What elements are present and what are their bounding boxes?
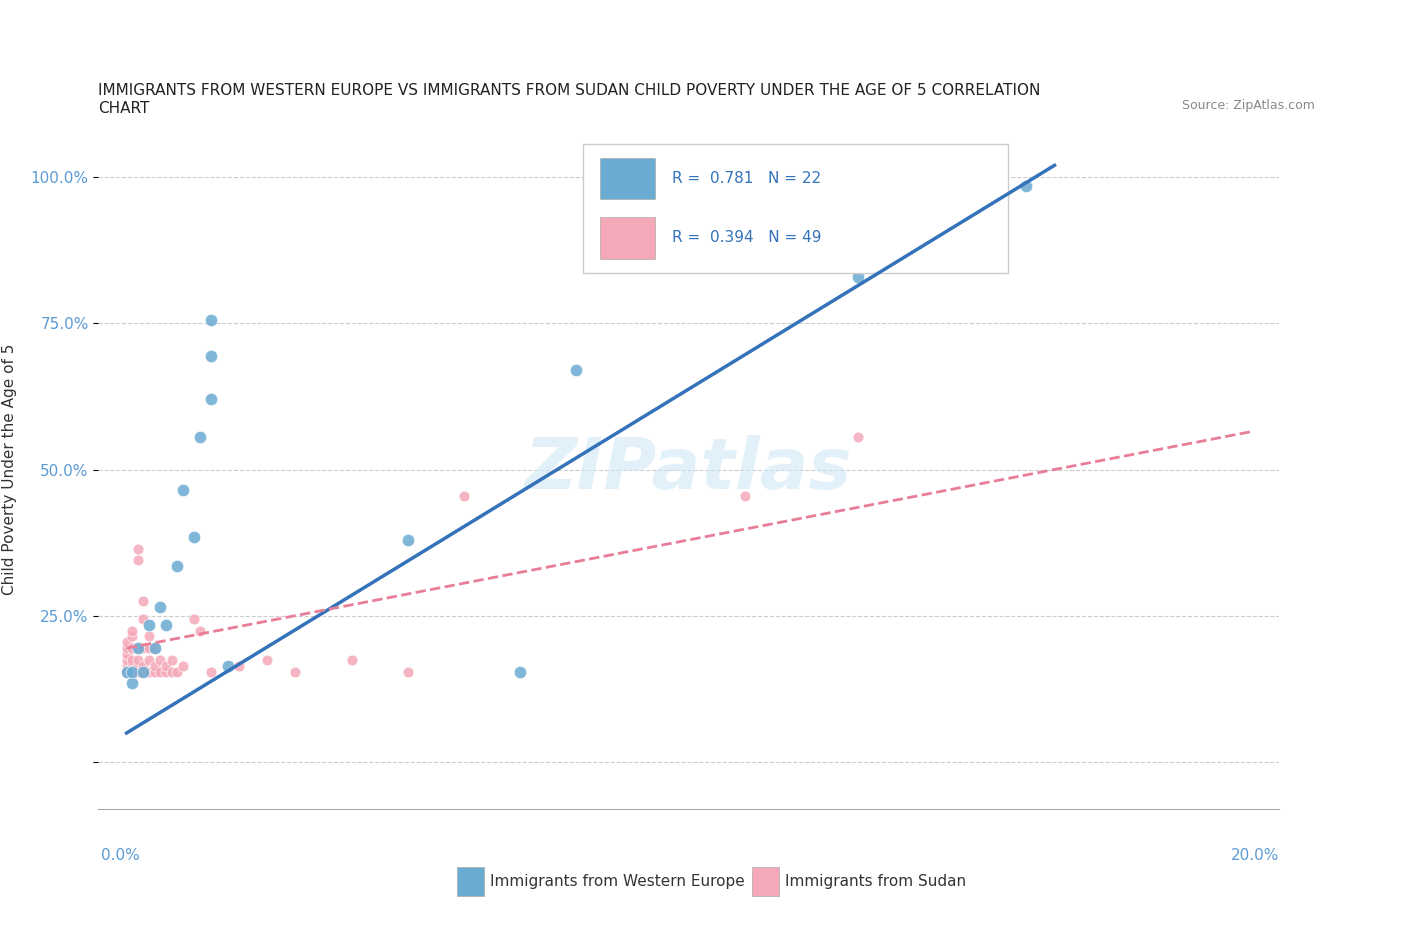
Point	[1015, 179, 1038, 193]
Bar	[457, 867, 484, 896]
Point	[127, 641, 149, 656]
Point	[115, 653, 138, 668]
Point	[149, 664, 172, 679]
Point	[127, 664, 149, 679]
Point	[115, 646, 138, 661]
Point	[121, 641, 143, 656]
Point	[132, 641, 155, 656]
Point	[166, 559, 188, 574]
Point	[132, 664, 155, 679]
Point	[121, 653, 143, 668]
Point	[115, 641, 138, 656]
Point	[143, 641, 166, 656]
Point	[132, 594, 155, 609]
Point	[127, 653, 149, 668]
Point	[160, 664, 183, 679]
Point	[121, 629, 143, 644]
Point	[172, 483, 194, 498]
Point	[200, 392, 222, 406]
Point	[115, 664, 138, 679]
Point	[846, 430, 869, 445]
Point	[121, 664, 143, 679]
Point	[200, 664, 222, 679]
Point	[143, 658, 166, 673]
Point	[132, 611, 155, 626]
Point	[340, 653, 363, 668]
Point	[127, 658, 149, 673]
Point	[132, 658, 155, 673]
Point	[396, 664, 419, 679]
Point	[200, 348, 222, 363]
Point	[396, 533, 419, 548]
Point	[121, 658, 143, 673]
Bar	[752, 867, 779, 896]
Point	[188, 430, 211, 445]
Point	[188, 623, 211, 638]
Text: 20.0%: 20.0%	[1232, 848, 1279, 863]
Point	[143, 641, 166, 656]
Text: CHART: CHART	[98, 101, 150, 116]
Text: Immigrants from Sudan: Immigrants from Sudan	[785, 873, 966, 889]
Point	[183, 611, 205, 626]
Point	[121, 664, 143, 679]
Point	[138, 629, 160, 644]
Y-axis label: Child Poverty Under the Age of 5: Child Poverty Under the Age of 5	[1, 344, 17, 595]
Point	[155, 664, 177, 679]
Text: Immigrants from Western Europe: Immigrants from Western Europe	[489, 873, 744, 889]
Point	[138, 618, 160, 632]
Point	[127, 553, 149, 568]
Point	[217, 658, 239, 673]
Point	[115, 664, 138, 679]
Point	[155, 658, 177, 673]
Text: ZIPatlas: ZIPatlas	[526, 435, 852, 504]
Text: Source: ZipAtlas.com: Source: ZipAtlas.com	[1181, 99, 1315, 112]
Point	[149, 653, 172, 668]
Point	[115, 635, 138, 650]
Point	[166, 664, 188, 679]
Point	[284, 664, 307, 679]
Point	[138, 664, 160, 679]
Point	[155, 618, 177, 632]
Point	[127, 641, 149, 656]
Point	[121, 676, 143, 691]
Point	[172, 658, 194, 673]
Point	[143, 664, 166, 679]
Point	[453, 488, 475, 503]
Point	[846, 269, 869, 284]
Point	[200, 313, 222, 328]
Point	[256, 653, 278, 668]
Point	[132, 664, 155, 679]
Point	[127, 541, 149, 556]
Text: 0.0%: 0.0%	[101, 848, 141, 863]
Point	[183, 529, 205, 544]
Point	[509, 664, 531, 679]
Text: IMMIGRANTS FROM WESTERN EUROPE VS IMMIGRANTS FROM SUDAN CHILD POVERTY UNDER THE : IMMIGRANTS FROM WESTERN EUROPE VS IMMIGR…	[98, 83, 1040, 98]
Point	[565, 363, 588, 378]
Point	[149, 600, 172, 615]
Point	[138, 653, 160, 668]
Point	[115, 658, 138, 673]
Point	[160, 653, 183, 668]
Point	[121, 623, 143, 638]
Point	[228, 658, 250, 673]
Point	[734, 488, 756, 503]
Point	[138, 641, 160, 656]
